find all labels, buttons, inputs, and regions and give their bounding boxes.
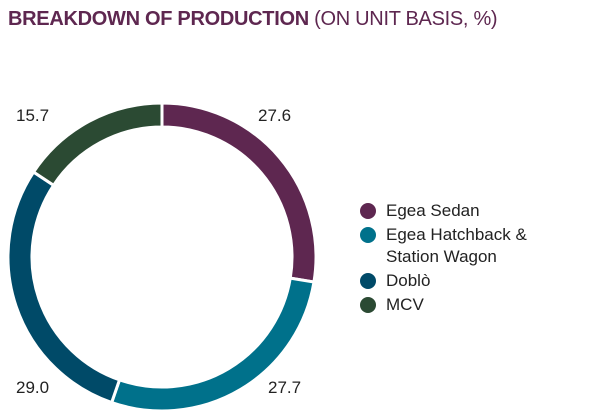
value-label-doblo: 29.0 (16, 378, 50, 397)
chart-title: BREAKDOWN OF PRODUCTION (ON UNIT BASIS, … (8, 6, 498, 32)
legend-swatch (360, 203, 376, 219)
value-label-egea-hatchback: 27.7 (268, 378, 302, 397)
slice-doblo (6, 169, 122, 405)
legend-item-egea-sedan: Egea Sedan (360, 200, 590, 222)
legend-item-egea-hatchback: Egea Hatchback & Station Wagon (360, 224, 590, 268)
value-label-egea-sedan: 27.6 (258, 106, 292, 125)
chart-title-sub: (ON UNIT BASIS, %) (314, 8, 498, 30)
legend-label: Doblò (386, 271, 431, 290)
value-label-mcv: 15.7 (16, 106, 50, 125)
legend-label: Egea Hatchback & Station Wagon (386, 225, 527, 266)
legend-label: MCV (386, 295, 424, 314)
slice-egea-sedan (160, 101, 318, 284)
legend-swatch (360, 227, 376, 243)
legend-swatch (360, 297, 376, 313)
legend: Egea Sedan Egea Hatchback & Station Wago… (360, 200, 590, 318)
legend-label: Egea Sedan (386, 201, 480, 220)
legend-item-doblo: Doblò (360, 270, 590, 292)
legend-swatch (360, 273, 376, 289)
legend-item-mcv: MCV (360, 294, 590, 316)
slice-mcv (31, 101, 164, 188)
chart-title-main: BREAKDOWN OF PRODUCTION (8, 8, 309, 30)
